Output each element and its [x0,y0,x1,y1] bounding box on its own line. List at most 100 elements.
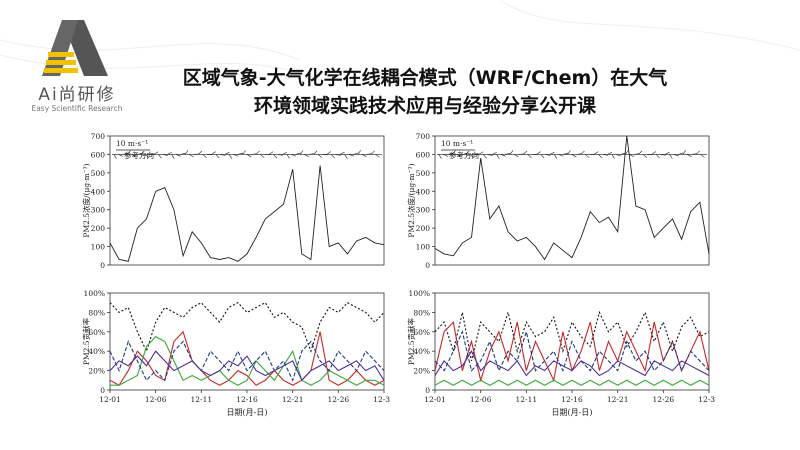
series-line-3 [109,339,385,382]
wind-barb [691,153,697,155]
y-tick-label: 0 [425,386,430,395]
y-tick-label: 40% [413,347,430,356]
y-tick-label: 0 [425,261,430,270]
y-tick-label: 80% [88,308,105,317]
wind-barb [540,154,545,159]
wind-barb [554,154,558,159]
logo-name: Ai尚研修 [38,85,116,105]
wind-barb [251,153,257,155]
logo: Ai尚研修 Easy Scientific Research [22,18,132,118]
wind-barb [664,151,670,155]
wind-barb [447,152,453,155]
y-tick-label: 300 [416,206,431,215]
wind-barb [478,151,484,155]
x-tick-label: 12-16 [236,395,258,404]
y-tick-label: 500 [416,169,431,178]
wind-barb [180,152,186,155]
wind-barb [509,150,514,155]
wind-barb [607,151,613,155]
series-line-0 [434,310,710,362]
wind-barb [549,152,555,155]
wind-barb [673,154,679,157]
wind-barb [326,151,332,155]
wind-barb [220,154,226,156]
wind-barb [260,154,265,158]
x-tick-label: 12-16 [561,395,583,404]
wind-barb [567,150,571,155]
y-tick-label: 600 [416,150,431,159]
wind-barb [682,150,686,155]
y-tick-label: 200 [91,224,106,233]
y-tick-label: 20% [88,367,105,376]
wind-barb [438,154,442,159]
wind-barb [527,154,532,158]
wind-barb [443,154,449,157]
wind-barb [571,154,577,158]
wind-barb [153,151,159,155]
wind-barb [122,152,128,155]
wind-barb [255,150,260,155]
y-tick-label: 400 [416,187,431,196]
y-tick-label: 600 [91,150,106,159]
wind-barb [456,154,462,158]
x-tick-label: 12-31 [373,395,390,404]
y-tick-label: 0 [100,386,105,395]
wind-barb [620,152,626,155]
wind-barb [238,152,244,155]
chart-right-bottom: 0 20% 40% 60% 80% 100% PM2.5贡献率 12-01 12-06 12-11… [406,289,715,417]
wind-barb [514,154,519,158]
x-axis-label: 日期(月-日) [227,408,268,417]
wind-barb [113,154,117,159]
wind-barb [167,152,172,155]
wind-barb [277,154,283,156]
wind-barb [487,154,493,156]
y-axis-label: PM2.5浓度/(μg·m⁻³) [81,163,91,237]
wind-barb [505,152,511,155]
wind-barb [189,154,194,158]
y-tick-label: 700 [91,132,106,141]
wind-barb [638,150,643,155]
wind-barb [518,153,524,155]
x-tick-label: 12-06 [145,395,167,404]
wind-barb [523,150,528,155]
wind-barb [317,154,323,158]
wind-scale-label: 10 m·s⁻¹ [441,139,473,148]
series-line-0 [434,135,710,261]
y-tick-label: 20% [413,367,430,376]
wind-barb [465,150,470,155]
wind-barb [295,152,301,155]
y-tick-label: 80% [413,308,430,317]
x-tick-label: 12-31 [698,395,715,404]
wind-barb [678,152,684,155]
y-tick-label: 100% [84,289,105,298]
x-tick-label: 12-26 [653,395,675,404]
y-tick-label: 100 [91,243,106,252]
x-tick-label: 12-06 [470,395,492,404]
wind-barb [700,154,705,158]
x-tick-label: 12-01 [424,395,446,404]
wind-barb [344,154,348,159]
wind-barb [496,154,500,159]
wind-barb [286,154,290,159]
wind-barb [624,150,629,155]
wind-barb [198,150,203,155]
chart-right-top: 0 100 200 300 400 500 600 700 PM2.5浓度/(μg·m⁻³) 10… [406,132,710,270]
series-line-0 [109,165,385,262]
wind-barb [695,150,700,155]
wind-barb [545,154,551,156]
wind-barb [357,150,361,155]
wind-barb [348,154,354,157]
wind-barb [304,154,310,158]
y-axis-label: PM2.5贡献率 [81,317,91,365]
wind-barb [642,154,648,158]
series-line-1 [434,320,710,383]
y-tick-label: 100% [409,289,430,298]
y-tick-label: 60% [413,328,430,337]
y-tick-label: 200 [416,224,431,233]
wind-barb [291,154,297,157]
wind-barb [309,153,315,155]
wind-barb [500,154,506,157]
wind-barb [598,154,603,159]
wind-barb [246,154,252,158]
wind-barb [375,154,380,158]
